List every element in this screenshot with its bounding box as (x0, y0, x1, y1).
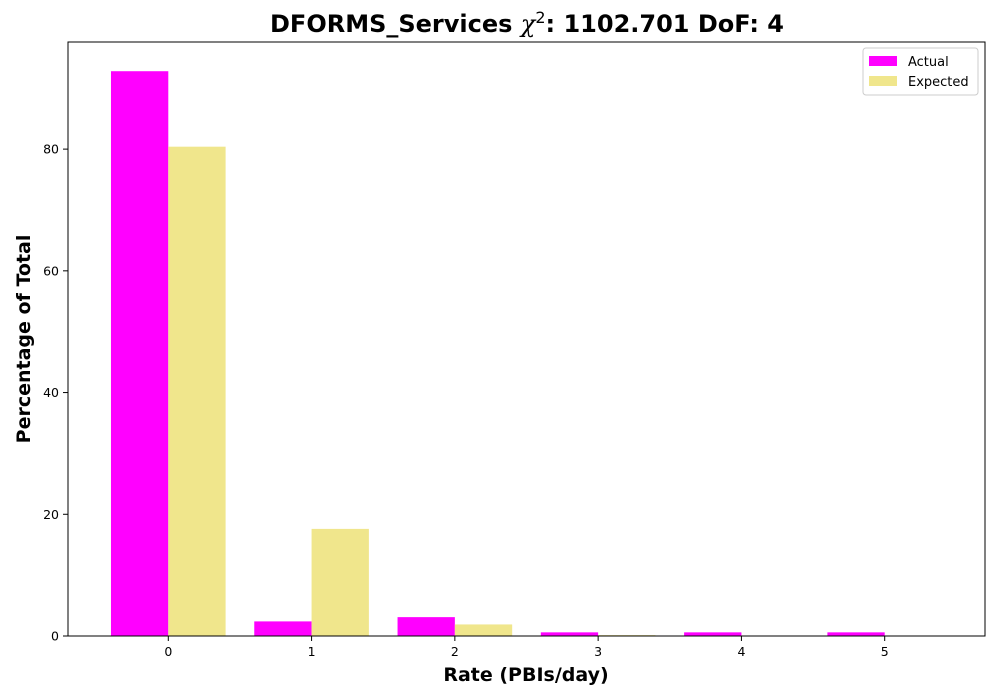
legend-swatch-actual (869, 56, 897, 66)
bar-actual-3 (540, 632, 599, 636)
x-axis: 0 1 2 3 4 5 (164, 636, 889, 659)
y-tick-label: 20 (43, 507, 59, 522)
legend-swatch-expected (869, 76, 897, 86)
bar-expected-0 (168, 146, 226, 636)
bar-actual-5 (827, 632, 885, 636)
y-axis: 0 20 40 60 80 (43, 142, 68, 644)
x-tick-label: 5 (881, 644, 889, 659)
legend: Actual Expected (862, 47, 979, 96)
title-chi-power: 2 (535, 8, 545, 27)
x-axis-label: Rate (PBIs/day) (443, 664, 608, 686)
bars-group (110, 71, 885, 636)
y-tick-label: 40 (43, 385, 59, 400)
bar-actual-0 (110, 71, 169, 636)
chart-title: DFORMS_Services χ2: 1102.701 DoF: 4 (270, 8, 784, 38)
x-tick-label: 4 (737, 644, 745, 659)
bar-actual-1 (254, 621, 312, 636)
x-tick-label: 0 (164, 644, 172, 659)
title-chi-symbol: χ (519, 10, 537, 38)
plot-frame (67, 41, 986, 637)
y-tick-label: 0 (51, 629, 59, 644)
bar-expected-2 (454, 624, 513, 636)
x-tick-label: 1 (308, 644, 316, 659)
bar-actual-2 (397, 617, 455, 636)
x-tick-label: 2 (451, 644, 459, 659)
legend-label-expected: Expected (908, 75, 969, 90)
y-axis-label: Percentage of Total (13, 235, 35, 444)
x-tick-label: 3 (594, 644, 602, 659)
bar-expected-1 (311, 528, 369, 636)
legend-label-actual: Actual (908, 55, 949, 70)
bar-actual-4 (684, 632, 742, 636)
title-prefix: DFORMS_Services (270, 10, 521, 38)
y-tick-label: 80 (43, 142, 59, 157)
y-tick-label: 60 (43, 263, 59, 278)
title-suffix: : 1102.701 DoF: 4 (546, 10, 784, 38)
